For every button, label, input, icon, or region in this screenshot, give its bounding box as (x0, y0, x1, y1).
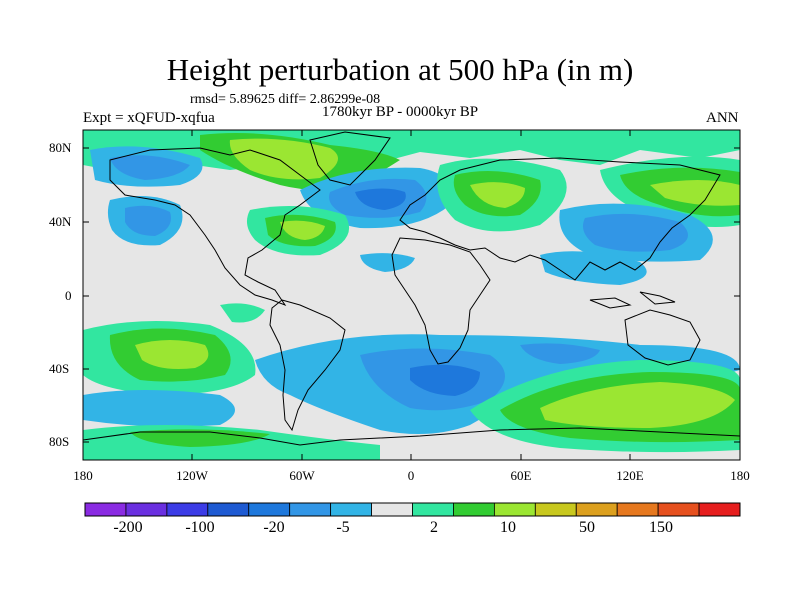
lat-label: 40N (49, 214, 72, 229)
colorbar-swatch (289, 502, 332, 517)
colorbar-swatch (493, 502, 536, 517)
coastline (639, 291, 676, 305)
colorbar-label: 10 (500, 519, 516, 536)
colorbar-swatch (125, 502, 168, 517)
colorbar-label: 2 (430, 519, 438, 536)
lon-label: 60E (510, 468, 532, 483)
colorbar-swatch (207, 502, 250, 517)
coastline (391, 237, 491, 365)
coastline (589, 297, 632, 309)
colorbar-swatch (371, 502, 413, 517)
contour-band (280, 220, 325, 240)
contour-band (540, 251, 647, 285)
season-label: ANN (706, 110, 739, 126)
lat-label: 40S (49, 361, 70, 376)
lat-label: 80N (49, 140, 72, 155)
plot-title: Height perturbation at 500 hPa (in m) (166, 52, 634, 87)
contour-band (83, 390, 235, 427)
stats-label: rmsd= 5.89625 diff= 2.86299e-08 (190, 92, 381, 107)
contour-band (410, 364, 480, 396)
colorbar-swatch (575, 502, 618, 517)
colorbar-swatch (166, 502, 209, 517)
coastline (399, 157, 721, 281)
colorbar-swatch (330, 502, 372, 517)
contour-band (130, 429, 270, 447)
contour-band (582, 213, 688, 252)
colorbar-label: -200 (113, 519, 143, 536)
lon-label: 0 (407, 468, 415, 483)
colorbar-swatch (84, 502, 127, 517)
lon-label: 120W (176, 468, 208, 483)
lon-label: 120E (616, 468, 644, 483)
colorbar (84, 502, 741, 517)
coastlines (83, 131, 740, 446)
colorbar-swatch (534, 502, 577, 517)
colorbar-swatch (616, 502, 659, 517)
contour-band (355, 188, 406, 210)
colorbar-swatch (698, 502, 741, 517)
lat-label: 0 (65, 288, 72, 303)
contour-band (470, 182, 525, 208)
colorbar-label: 50 (579, 519, 595, 536)
coastline (309, 131, 391, 186)
lon-label: 180 (730, 468, 750, 483)
coastline (83, 427, 740, 446)
contour-band (125, 205, 171, 236)
contour-band (220, 303, 265, 323)
contour-band (229, 138, 338, 180)
contour-band (110, 155, 190, 180)
contour-band (650, 180, 740, 206)
colorbar-swatch (412, 502, 454, 517)
colorbar-label: -20 (263, 519, 285, 536)
lon-label: 180 (73, 468, 93, 483)
lon-label: 60W (289, 468, 315, 483)
period-label: 1780kyr BP - 0000kyr BP (322, 104, 479, 120)
experiment-label: Expt = xQFUD-xqfua (83, 110, 215, 126)
colorbar-label: 150 (649, 519, 673, 536)
colorbar-swatch (657, 502, 700, 517)
contour-band (360, 253, 415, 272)
coastline (109, 147, 321, 307)
axis-ticks (82, 130, 741, 460)
contour-field (83, 130, 740, 460)
colorbar-label: -100 (185, 519, 215, 536)
contour-band (135, 340, 209, 369)
coastline (269, 299, 346, 432)
coastline (624, 309, 701, 366)
lat-label: 80S (49, 434, 70, 449)
colorbar-swatch (453, 502, 495, 517)
colorbar-label: -5 (336, 519, 350, 536)
colorbar-swatch (248, 502, 291, 517)
contour-band (540, 382, 735, 428)
colorbar-frame (84, 502, 741, 517)
contour-band (520, 343, 600, 364)
